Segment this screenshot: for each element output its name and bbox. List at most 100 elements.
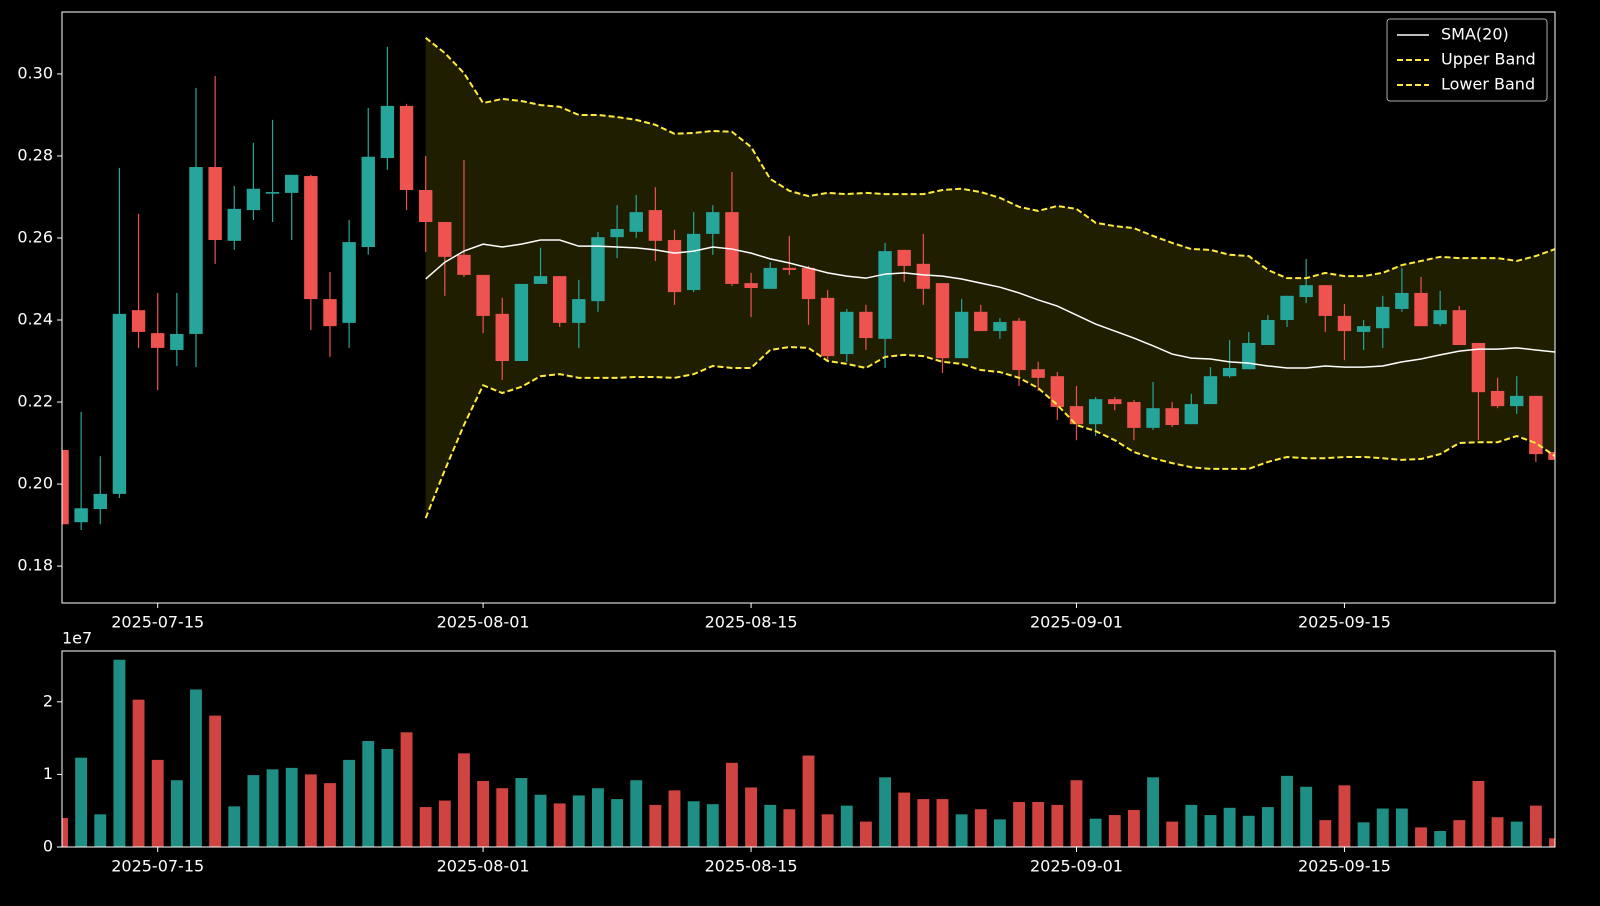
candle-body — [151, 333, 165, 348]
candle-body — [859, 311, 873, 339]
volume-bar — [343, 759, 356, 847]
volume-bar — [1357, 822, 1370, 847]
volume-bar — [1319, 820, 1332, 847]
candle-body — [1471, 342, 1486, 393]
candle-body — [1376, 306, 1390, 329]
x-tick-label: 2025-08-15 — [705, 613, 798, 632]
volume-bar — [974, 809, 987, 847]
candle-body — [552, 276, 567, 323]
candle-body — [323, 299, 337, 327]
volume-bar — [1472, 780, 1485, 847]
candle-body — [361, 156, 375, 248]
volume-bar — [993, 819, 1006, 847]
volume-bar — [151, 759, 164, 847]
volume-bar — [1549, 838, 1555, 847]
candle-body — [878, 251, 892, 339]
volume-bar — [572, 795, 585, 847]
volume-bar — [1338, 785, 1351, 847]
candle-body — [1395, 292, 1409, 309]
volume-bar — [1127, 809, 1140, 847]
volume-bar — [285, 767, 298, 847]
candle-body — [706, 212, 720, 234]
y-tick-label: 1 — [43, 764, 53, 783]
candle-body — [935, 283, 950, 359]
volume-bar — [113, 659, 126, 847]
y-tick-label: 0.20 — [17, 474, 53, 493]
candle-body — [897, 249, 911, 266]
legend-box — [1386, 18, 1548, 102]
volume-bar — [706, 804, 719, 847]
y-tick-label: 0.24 — [17, 310, 53, 329]
volume-bar — [802, 755, 815, 847]
volume-plot — [62, 659, 1555, 847]
volume-bar — [879, 777, 891, 847]
volume-bar — [898, 792, 911, 847]
candle-body — [1127, 402, 1141, 428]
x-tick-label: 2025-07-15 — [111, 857, 204, 876]
candle-body — [284, 174, 299, 193]
volume-bar — [955, 814, 968, 847]
legend-label: Lower Band — [1441, 75, 1535, 94]
y-tick-label: 0 — [43, 837, 53, 856]
volume-bar — [1032, 801, 1045, 847]
candle-body — [1069, 406, 1084, 425]
candle-body — [1548, 452, 1555, 460]
volume-bar — [209, 715, 222, 847]
volume-bar — [190, 689, 202, 847]
volume-bar — [1453, 820, 1466, 847]
candle-body — [1088, 399, 1103, 425]
volume-bar — [381, 749, 394, 847]
candle-body — [1529, 395, 1543, 455]
series-line — [424, 346, 1555, 519]
volume-bar — [821, 814, 834, 847]
candle-body — [763, 267, 777, 289]
volume-bar — [1013, 801, 1025, 847]
volume-bar — [687, 801, 700, 847]
candle-body — [1433, 310, 1447, 325]
price-frame — [61, 11, 1556, 604]
volume-bar — [324, 783, 336, 847]
candle-body — [572, 299, 586, 323]
volume-bar — [1108, 815, 1121, 847]
candle-body — [1280, 295, 1294, 321]
candle-body — [1261, 320, 1275, 346]
volume-bar — [1510, 821, 1523, 847]
candle-body — [1318, 285, 1333, 316]
series-line — [425, 37, 1555, 280]
x-tick-label: 2025-09-01 — [1030, 613, 1123, 632]
x-tick-label: 2025-07-15 — [111, 613, 204, 632]
candle-body — [380, 105, 395, 159]
x-tick-label: 2025-09-15 — [1298, 857, 1391, 876]
volume-bar — [783, 809, 796, 847]
volume-bar — [1242, 815, 1255, 847]
volume-bar — [745, 787, 758, 847]
volume-bar — [75, 757, 88, 847]
volume-bar — [611, 799, 624, 847]
candle-body — [1203, 376, 1218, 405]
candle-body — [514, 283, 529, 362]
volume-bar — [362, 741, 375, 847]
candle-body — [1242, 342, 1256, 370]
candle-body — [1452, 310, 1466, 346]
candle-body — [1510, 395, 1524, 407]
candle-body — [1184, 404, 1199, 425]
candle-body — [993, 322, 1007, 332]
volume-bar — [1261, 807, 1274, 847]
candle-body — [1165, 408, 1179, 426]
candle-body — [1108, 399, 1122, 405]
candle-body — [1299, 285, 1313, 298]
volume-bar — [668, 790, 681, 847]
volume-bar — [304, 774, 317, 847]
y-tick-label: 0.28 — [17, 145, 53, 164]
volume-bar — [764, 804, 777, 847]
legend-label: Upper Band — [1441, 50, 1536, 69]
volume-bar — [438, 800, 451, 847]
volume-bar — [553, 803, 566, 847]
y-tick-label: 0.30 — [17, 63, 53, 82]
x-tick-label: 2025-08-15 — [705, 857, 798, 876]
volume-bar — [477, 780, 490, 847]
volume-bar — [170, 780, 183, 847]
volume-bar — [534, 794, 547, 847]
candle-body — [916, 263, 931, 289]
candle-body — [170, 333, 184, 350]
